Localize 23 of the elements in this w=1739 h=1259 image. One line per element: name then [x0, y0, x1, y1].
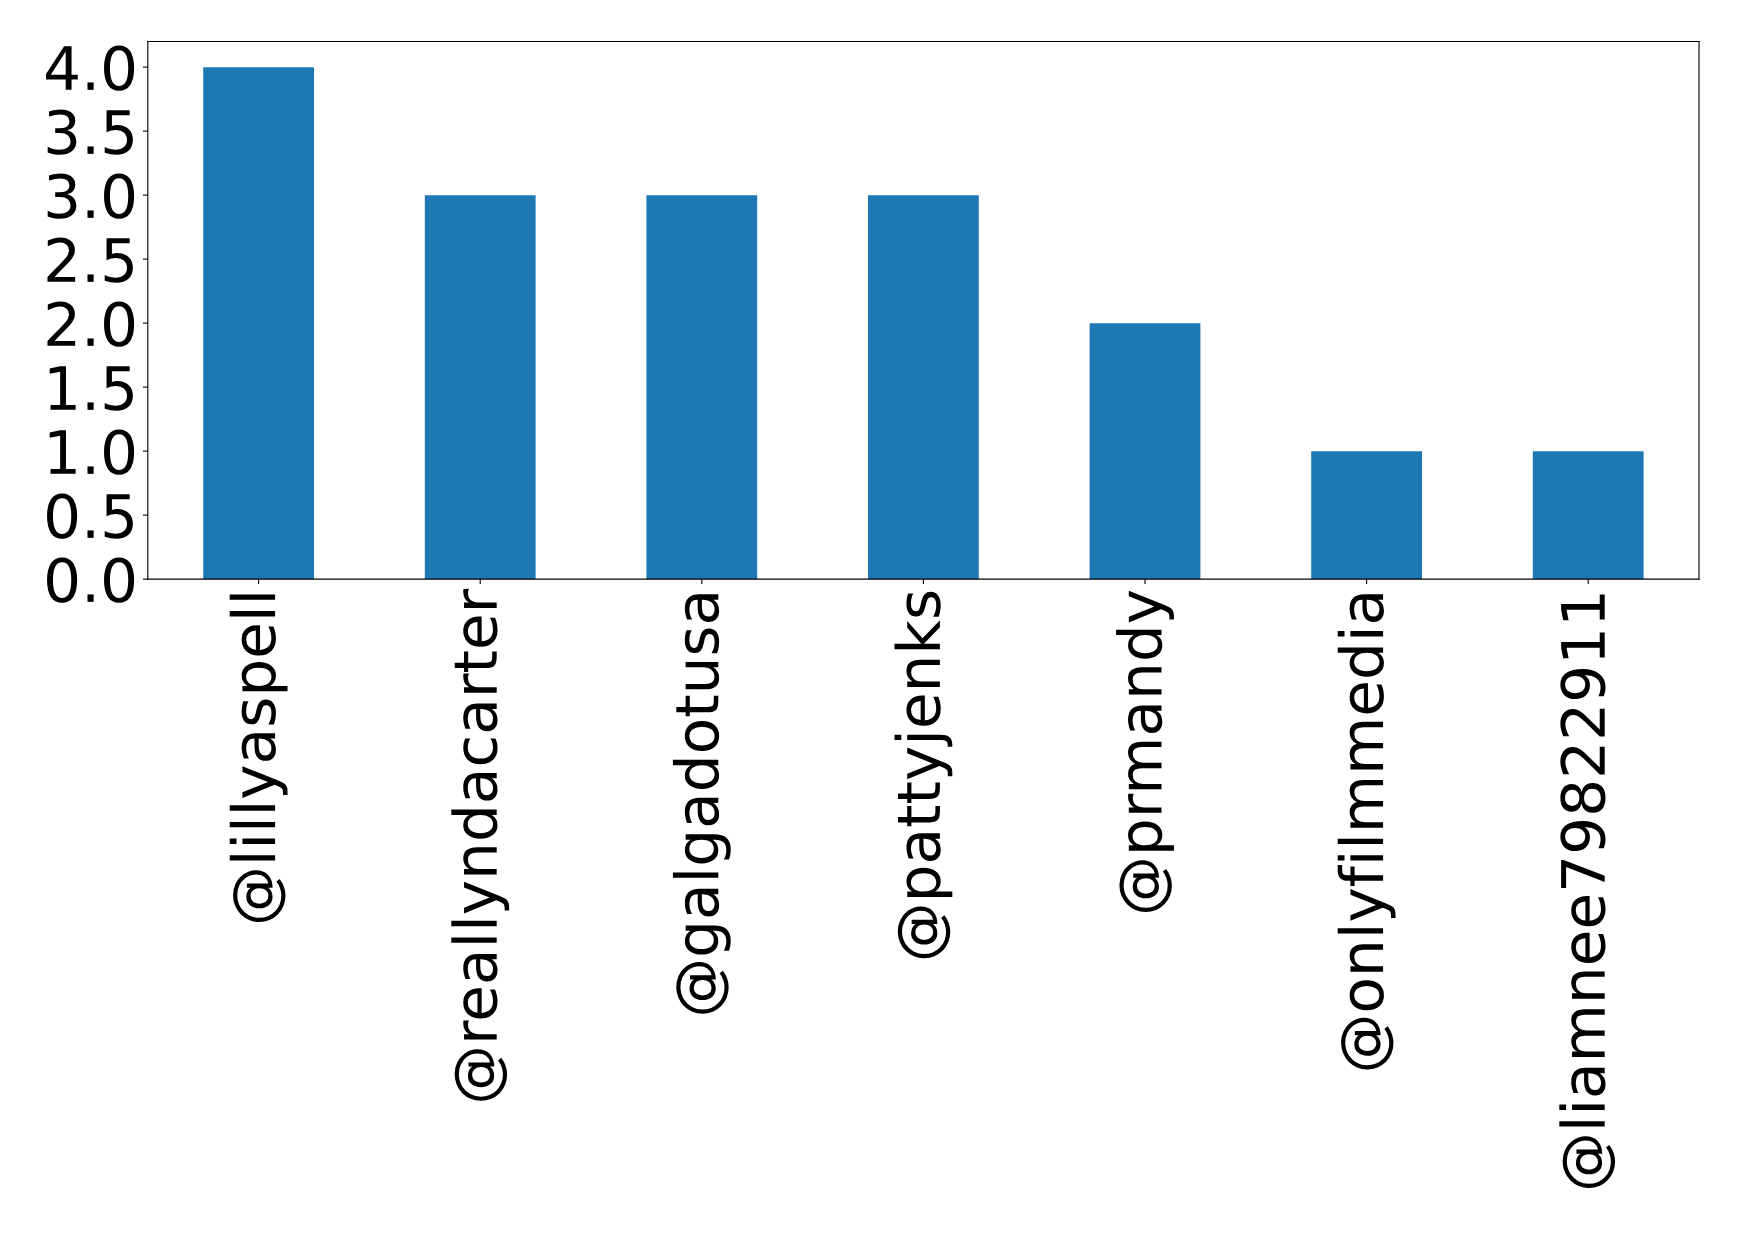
bar	[1532, 451, 1644, 580]
x-tick-label: @liamnee79822911	[1559, 594, 1616, 1188]
bar	[203, 67, 315, 580]
y-tick-label: 2.5	[47, 237, 133, 283]
bar	[1311, 451, 1423, 580]
bar	[424, 195, 536, 580]
x-tick-label: @reallyndacarter	[451, 588, 510, 1101]
x-tick-label: @galgadotusa	[672, 594, 731, 1014]
bar	[646, 195, 758, 580]
y-tick-label: 0.5	[47, 493, 133, 539]
bar	[1089, 323, 1201, 580]
x-tick-label: @pattyjenks	[894, 591, 953, 959]
x-tick-label: @onlyfilmmedia	[1337, 594, 1396, 1070]
y-tick-label: 1.0	[49, 429, 135, 475]
y-tick-label: 3.0	[47, 173, 135, 219]
x-tick-label: @prmandy	[1116, 590, 1174, 912]
y-tick-label: 0.0	[47, 557, 135, 603]
y-tick-label: 4.0	[46, 45, 135, 91]
y-tick-label: 3.5	[47, 109, 133, 155]
y-tick-label: 2.0	[47, 301, 135, 347]
bar	[868, 195, 979, 580]
y-tick-label: 1.5	[49, 366, 133, 411]
x-tick-label: @lillyaspell	[229, 594, 288, 922]
